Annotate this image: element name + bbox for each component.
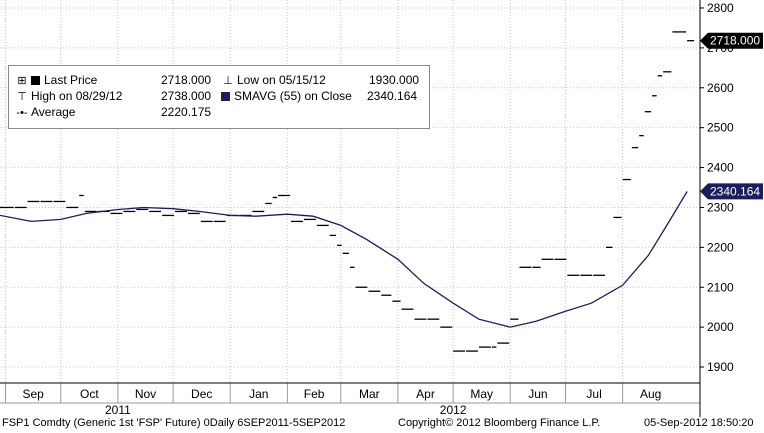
x-tick-label: Aug	[640, 387, 661, 401]
grid-layer	[0, 0, 700, 383]
legend-last-price-label: Last Price	[44, 73, 98, 87]
legend-low-value: 1930.000	[369, 73, 420, 87]
legend-sma: SMAVG (55) on Close	[221, 88, 352, 104]
last-price-tag-shape	[700, 32, 763, 49]
axis-layer: 1900200021002200230024002500260027002800…	[0, 0, 763, 417]
plus-minus-icon: ⊞	[17, 75, 27, 87]
average-marker-icon: -•-	[16, 107, 28, 119]
legend-last-price-value: 2718.000	[161, 73, 212, 87]
y-tick-label: 1900	[707, 360, 734, 374]
footer-security: FSP1 Comdty (Generic 1st 'FSP' Future) 0…	[2, 417, 346, 429]
legend-average-value: 2220.175	[161, 105, 212, 119]
y-tick-label: 2000	[707, 320, 734, 334]
legend-high-label: High on 08/29/12	[31, 89, 123, 103]
legend-low-label: Low on 05/15/12	[237, 73, 326, 87]
y-tick-label: 2200	[707, 240, 734, 254]
y-tick-label: 2400	[707, 161, 734, 175]
legend-last-price: ⊞ Last Price	[15, 72, 97, 88]
y-tick-label: 2600	[707, 81, 734, 95]
x-tick-label: Dec	[191, 387, 212, 401]
sma-line	[0, 191, 688, 328]
legend-high-value: 2738.000	[161, 89, 212, 103]
legend-high: ⊤ High on 08/29/12	[15, 88, 122, 104]
year-label: 2011	[105, 403, 131, 417]
y-tick-label: 2100	[707, 280, 734, 294]
x-tick-label: Sep	[22, 387, 44, 401]
x-tick-label: Jan	[249, 387, 268, 401]
legend: ⊞ Last Price 2718.000 ⊥ Low on 05/15/12 19…	[8, 65, 430, 129]
x-tick-label: Mar	[359, 387, 380, 401]
sma-swatch	[221, 92, 230, 101]
legend-low: ⊥ Low on 05/15/12	[221, 72, 326, 88]
footer-timestamp: 05-Sep-2012 18:50:20	[644, 417, 754, 429]
last-price-tag-text: 2718.000	[710, 34, 760, 48]
y-tick-label: 2500	[707, 121, 734, 135]
last-price-swatch	[31, 76, 40, 85]
legend-average-label: Average	[31, 105, 76, 119]
x-tick-label: Apr	[416, 387, 435, 401]
last-price-tag: 2718.000	[700, 32, 763, 49]
high-marker-icon: ⊤	[17, 91, 27, 103]
x-tick-label: Feb	[304, 387, 325, 401]
legend-average: -•- Average	[15, 104, 75, 120]
x-tick-label: Nov	[135, 387, 156, 401]
low-marker-icon: ⊥	[223, 75, 233, 87]
x-tick-label: Jun	[528, 387, 547, 401]
x-tick-label: Oct	[80, 387, 99, 401]
sma-tag: 2340.164	[700, 183, 763, 200]
sma-tag-text: 2340.164	[710, 184, 760, 198]
footer-copyright: Copyright© 2012 Bloomberg Finance L.P.	[398, 417, 601, 429]
series-layer	[0, 31, 695, 352]
y-tick-label: 2800	[707, 1, 734, 15]
year-label: 2012	[440, 403, 467, 417]
x-tick-label: Jul	[586, 387, 601, 401]
y-tick-label: 2300	[707, 200, 734, 214]
legend-sma-value: 2340.164	[367, 89, 418, 103]
legend-sma-label: SMAVG (55) on Close	[234, 89, 352, 103]
sma-tag-shape	[700, 183, 763, 200]
x-tick-label: May	[470, 387, 493, 401]
